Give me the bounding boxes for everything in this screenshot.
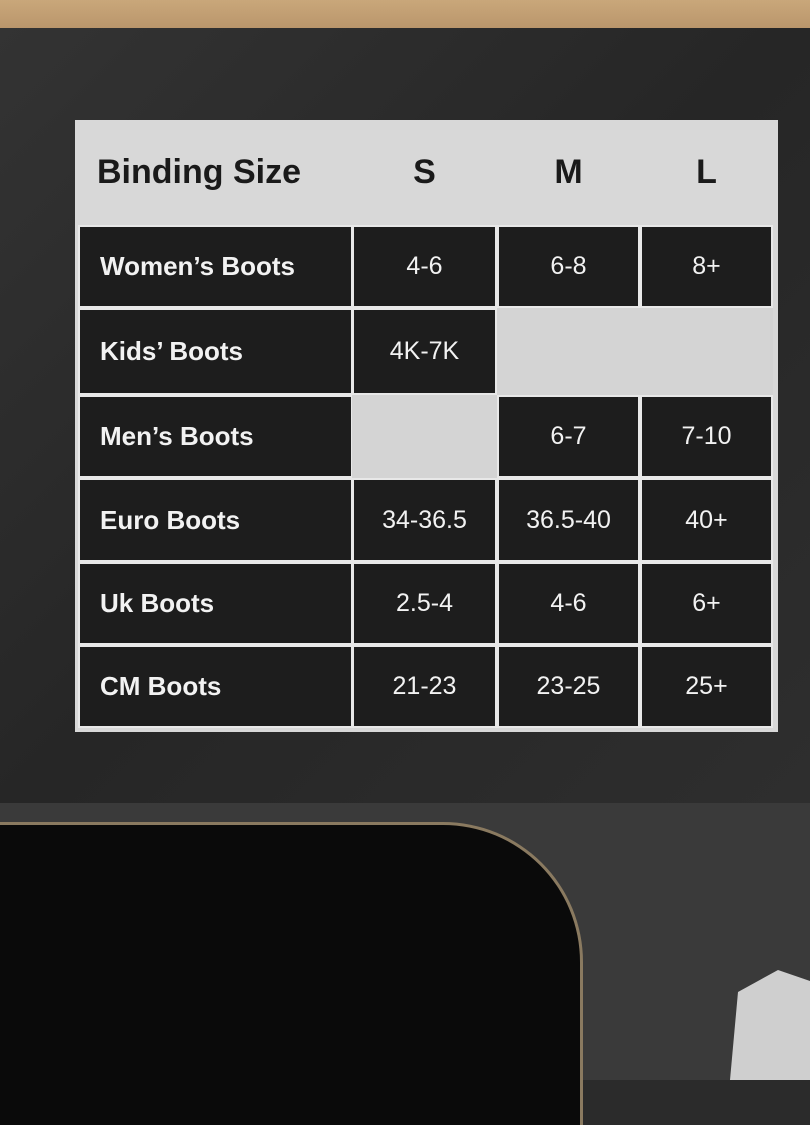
size-cell-s: 21-23 — [352, 645, 497, 728]
size-cell-m: 4-6 — [497, 562, 640, 645]
size-cell-s: 4K-7K — [352, 308, 497, 395]
header-s: S — [413, 153, 436, 191]
row-label: Men’s Boots — [78, 395, 353, 478]
header-l: L — [696, 153, 717, 191]
empty-cell — [497, 308, 640, 395]
row-label: Kids’ Boots — [78, 308, 353, 395]
size-cell-l: 7-10 — [640, 395, 773, 478]
size-cell-s: 4-6 — [352, 225, 497, 308]
header-m: M — [554, 153, 583, 191]
empty-cell — [640, 308, 773, 395]
size-cell-l: 40+ — [640, 478, 773, 562]
box-cutout — [0, 822, 583, 1125]
size-cell-l: 6+ — [640, 562, 773, 645]
empty-cell — [352, 395, 497, 478]
row-label: Uk Boots — [78, 562, 353, 645]
size-chart-table: Binding Size S M L Women’s Boots 4-6 6-8 8+… — [75, 120, 778, 732]
size-cell-m: 6-8 — [497, 225, 640, 308]
size-cell-l: 25+ — [640, 645, 773, 728]
wood-surface — [0, 0, 810, 32]
row-label: Euro Boots — [78, 478, 353, 562]
size-cell-s: 2.5-4 — [352, 562, 497, 645]
size-cell-m: 23-25 — [497, 645, 640, 728]
row-label: Women’s Boots — [78, 225, 353, 308]
row-label: CM Boots — [78, 645, 353, 728]
size-cell-m: 36.5-40 — [497, 478, 640, 562]
header-binding-size: Binding Size — [97, 153, 301, 191]
size-cell-s: 34-36.5 — [352, 478, 497, 562]
size-cell-m: 6-7 — [497, 395, 640, 478]
size-cell-l: 8+ — [640, 225, 773, 308]
